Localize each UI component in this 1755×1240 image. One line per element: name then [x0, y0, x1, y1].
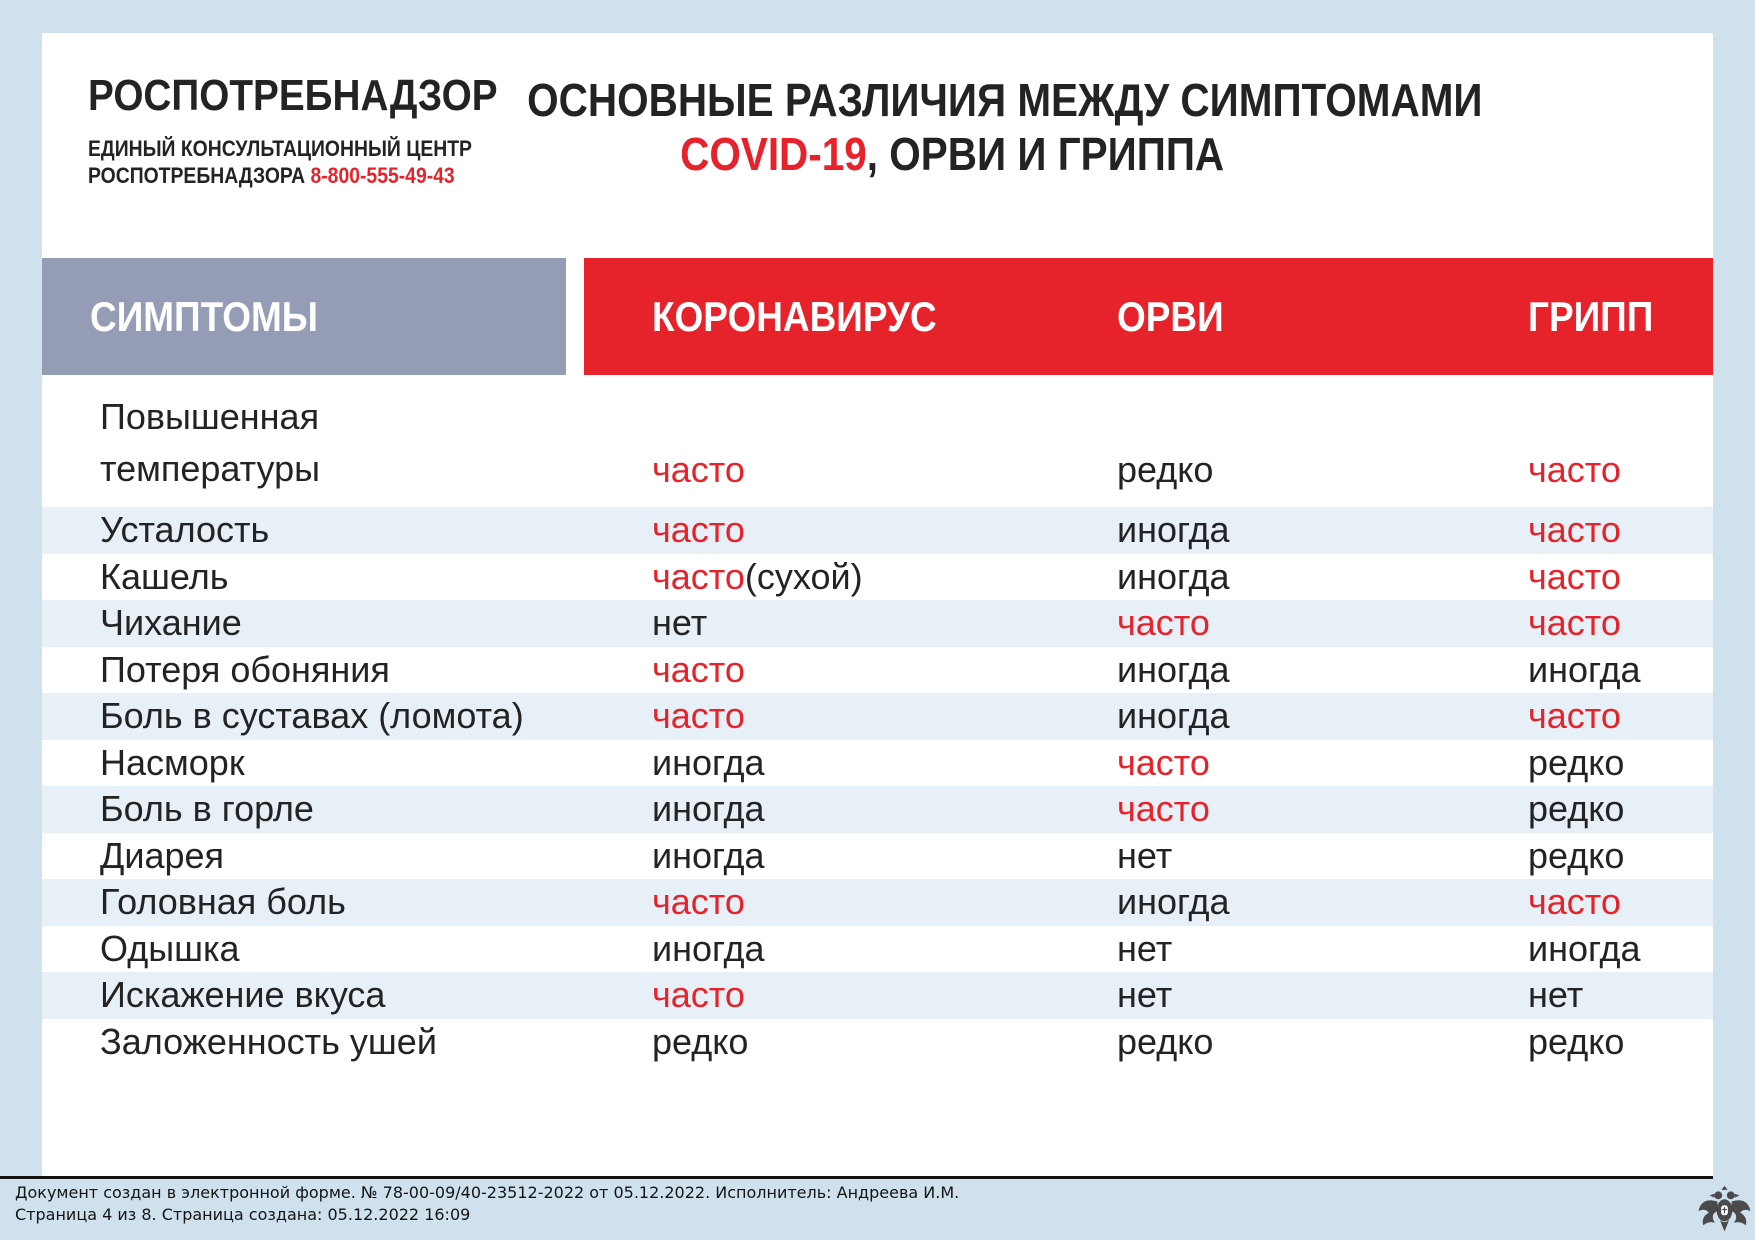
logo-subtitle: ЕДИНЫЙ КОНСУЛЬТАЦИОННЫЙ ЦЕНТР РОСПОТРЕБН…: [88, 135, 553, 189]
logo-name: РОСПОТРЕБНАДЗОР: [88, 73, 553, 119]
gripp-value-cell: часто: [1528, 555, 1621, 597]
footer-line2: Страница 4 из 8. Страница создана: 05.12…: [15, 1205, 471, 1224]
symptom-cell: Одышка: [100, 927, 240, 969]
gripp-value-cell: иногда: [1528, 927, 1641, 969]
symptom-cell: Потеря обоняния: [100, 648, 390, 690]
table-row: Искажение вкуса часто нет нет: [42, 972, 1713, 1019]
orvi-value-cell: нет: [1117, 974, 1173, 1016]
coronavirus-value-cell: иногда: [652, 834, 765, 876]
logo-subtitle-line1: ЕДИНЫЙ КОНСУЛЬТАЦИОННЫЙ ЦЕНТР: [88, 136, 472, 161]
logo-subtitle-line2: РОСПОТРЕБНАДЗОРА 8-800-555-49-43: [88, 163, 455, 188]
orvi-value-cell: иногда: [1117, 555, 1230, 597]
coronavirus-value-cell: часто: [652, 695, 745, 737]
coronavirus-header-label: КОРОНАВИРУС: [652, 292, 937, 340]
table-header-band: СИМПТОМЫ КОРОНАВИРУС ОРВИ ГРИПП: [42, 258, 1713, 375]
orvi-value-cell: часто: [1117, 602, 1210, 644]
logo-name-text: РОСПОТРЕБНАДЗОР: [88, 71, 498, 120]
orvi-value-cell: нет: [1117, 927, 1173, 969]
orvi-value-cell: иногда: [1117, 509, 1230, 551]
symptom-cell: Повышенная температуры: [100, 396, 321, 489]
table-row: Усталость часто иногда часто: [42, 507, 1713, 554]
rospotrebnadzor-emblem-icon: [1698, 1185, 1751, 1232]
orvi-value-cell: иногда: [1117, 881, 1230, 923]
coronavirus-value-cell: часто: [652, 509, 745, 551]
coronavirus-value-cell: часто: [652, 449, 745, 490]
table-row: Чихание нет часто часто: [42, 600, 1713, 647]
orvi-header-label: ОРВИ: [1117, 292, 1224, 340]
symptom-cell: Искажение вкуса: [100, 974, 386, 1016]
gripp-value-cell: часто: [1528, 695, 1621, 737]
gripp-value-cell: иногда: [1528, 648, 1641, 690]
gripp-value-cell: редко: [1528, 741, 1625, 783]
covid-19-highlight: COVID-19: [679, 128, 867, 180]
table-row: Боль в суставах (ломота) часто иногда ча…: [42, 693, 1713, 740]
symptoms-header-cell: СИМПТОМЫ: [42, 258, 566, 375]
orvi-value-cell: часто: [1117, 788, 1210, 830]
table-row: Кашель часто(сухой) иногда часто: [42, 554, 1713, 601]
document-footer: Документ создан в электронной форме. № 7…: [15, 1182, 959, 1226]
table-row: Одышка иногда нет иногда: [42, 926, 1713, 973]
coronavirus-value-cell: часто: [652, 881, 745, 923]
table-row: Диарея иногда нет редко: [42, 833, 1713, 880]
gripp-value-cell: часто: [1528, 509, 1621, 551]
gripp-value-cell: часто: [1528, 602, 1621, 644]
coronavirus-value-cell: часто(сухой): [652, 555, 863, 597]
orvi-value-cell: редко: [1117, 1020, 1214, 1062]
table-row: Потеря обоняния часто иногда иногда: [42, 647, 1713, 694]
diseases-header-cell: КОРОНАВИРУС ОРВИ ГРИПП: [584, 258, 1713, 375]
symptom-cell: Головная боль: [100, 881, 346, 923]
symptom-cell: Усталость: [100, 509, 270, 551]
symptom-cell: Чихание: [100, 602, 242, 644]
table-body: Повышенная температуры часто редко часто …: [42, 375, 1713, 1065]
table-row: Насморк иногда часто редко: [42, 740, 1713, 787]
orvi-value-cell: редко: [1117, 449, 1214, 490]
symptom-cell: Заложенность ушей: [100, 1020, 437, 1062]
gripp-value-cell: часто: [1528, 449, 1621, 490]
table-row: Заложенность ушей редко редко редко: [42, 1019, 1713, 1066]
coronavirus-value-cell: иногда: [652, 927, 765, 969]
symptom-cell: Кашель: [100, 555, 229, 597]
symptoms-header-label: СИМПТОМЫ: [90, 292, 318, 340]
gripp-value-cell: редко: [1528, 1020, 1625, 1062]
page-title-line2: COVID-19, ОРВИ И ГРИППА: [679, 128, 1225, 180]
orvi-value-cell: иногда: [1117, 695, 1230, 737]
table-row: Боль в горле иногда часто редко: [42, 786, 1713, 833]
coronavirus-value-cell: часто: [652, 648, 745, 690]
orvi-value-cell: часто: [1117, 741, 1210, 783]
rospotrebnadzor-logo: РОСПОТРЕБНАДЗОР ЕДИНЫЙ КОНСУЛЬТАЦИОННЫЙ …: [88, 73, 553, 189]
symptom-cell: Боль в горле: [100, 788, 314, 830]
page-title-line1: ОСНОВНЫЕ РАЗЛИЧИЯ МЕЖДУ СИМПТОМАМИ: [527, 74, 1483, 126]
coronavirus-value-cell: нет: [652, 602, 708, 644]
footer-divider: [0, 1176, 1713, 1179]
coronavirus-value-cell: иногда: [652, 788, 765, 830]
document-card: РОСПОТРЕБНАДЗОР ЕДИНЫЙ КОНСУЛЬТАЦИОННЫЙ …: [42, 33, 1713, 1176]
coronavirus-value-cell: редко: [652, 1020, 749, 1062]
coronavirus-value-cell: иногда: [652, 741, 765, 783]
orvi-value-cell: нет: [1117, 834, 1173, 876]
gripp-value-cell: нет: [1528, 974, 1584, 1016]
symptom-cell: Боль в суставах (ломота): [100, 695, 524, 737]
page-title: ОСНОВНЫЕ РАЗЛИЧИЯ МЕЖДУ СИМПТОМАМИ COVID…: [462, 73, 1482, 181]
table-row: Повышенная температуры часто редко часто: [42, 375, 1713, 507]
orvi-value-cell: иногда: [1117, 648, 1230, 690]
gripp-value-cell: часто: [1528, 881, 1621, 923]
table-row: Головная боль часто иногда часто: [42, 879, 1713, 926]
coronavirus-value-cell: часто: [652, 974, 745, 1016]
gripp-value-cell: редко: [1528, 788, 1625, 830]
gripp-value-cell: редко: [1528, 834, 1625, 876]
symptom-cell: Диарея: [100, 834, 225, 876]
symptom-cell: Насморк: [100, 741, 245, 783]
hotline-phone: 8-800-555-49-43: [310, 163, 455, 188]
footer-line1: Документ создан в электронной форме. № 7…: [15, 1183, 960, 1202]
gripp-header-label: ГРИПП: [1528, 292, 1654, 340]
